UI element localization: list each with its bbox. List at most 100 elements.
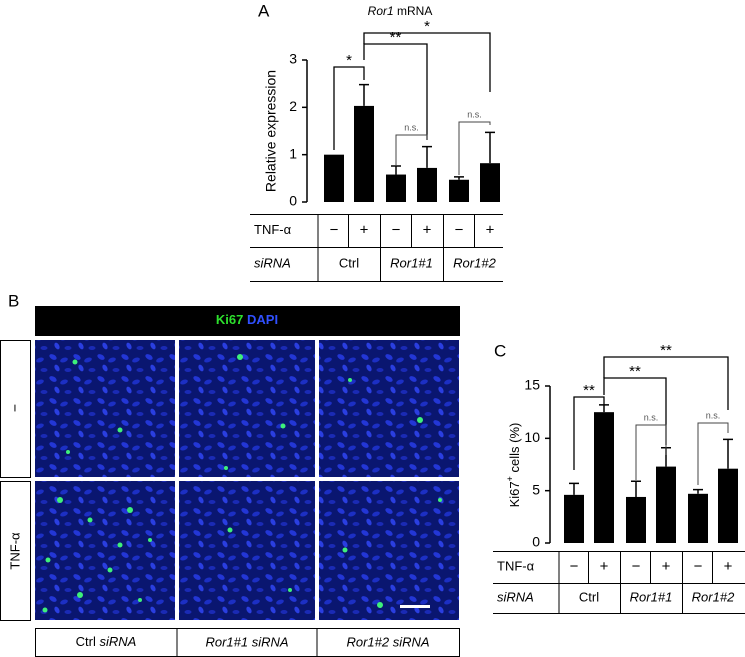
sirna-label: Ctrl bbox=[339, 255, 359, 270]
row-label-box bbox=[0, 340, 31, 478]
bar bbox=[324, 154, 344, 202]
image bbox=[179, 340, 315, 477]
significance-label: n.s. bbox=[404, 122, 419, 132]
significance-bracket bbox=[603, 377, 667, 445]
significance-bracket bbox=[363, 43, 428, 140]
image bbox=[319, 340, 459, 477]
treatment-sign: + bbox=[724, 558, 733, 575]
error-bar bbox=[569, 482, 579, 495]
bar bbox=[386, 174, 406, 202]
column-label-part: siRNA bbox=[100, 634, 137, 649]
significance-label: * bbox=[346, 52, 352, 69]
error-bar bbox=[723, 438, 733, 469]
row-label: − bbox=[7, 404, 23, 412]
column-label-part: Ctrl bbox=[76, 634, 100, 649]
title-part: mRNA bbox=[394, 4, 433, 18]
error-bar bbox=[693, 488, 703, 494]
significance-bracket bbox=[458, 121, 491, 175]
title-part: Ror1 bbox=[368, 4, 394, 18]
significance-bracket bbox=[395, 134, 428, 165]
significance-bracket bbox=[603, 356, 729, 410]
row-label: TNF-α bbox=[7, 532, 22, 570]
significance-label: ** bbox=[629, 363, 641, 380]
bar bbox=[688, 493, 708, 543]
error-bar bbox=[599, 404, 609, 413]
significance-bracket bbox=[363, 32, 491, 92]
bar bbox=[564, 494, 584, 543]
y-tick-label: 1 bbox=[289, 145, 297, 161]
header-bar bbox=[35, 306, 460, 336]
image bbox=[319, 481, 459, 620]
significance-bracket bbox=[573, 396, 605, 470]
treatment-sign: + bbox=[662, 558, 671, 575]
column-label: Ctrl siRNA bbox=[76, 634, 137, 649]
y-tick-label: 5 bbox=[532, 481, 540, 497]
stain-header: Ki67 DAPI bbox=[216, 312, 278, 327]
chart-title: Ror1 mRNA bbox=[368, 4, 433, 18]
treatment-sign: + bbox=[486, 221, 495, 238]
treatment-sign: + bbox=[360, 221, 369, 238]
bar bbox=[449, 179, 469, 202]
column-label: Ror1#2 siRNA bbox=[346, 634, 429, 649]
sirna-label: Ror1#1 bbox=[390, 255, 433, 270]
y-label-part: cells (%) bbox=[507, 423, 522, 476]
error-bar bbox=[631, 480, 641, 497]
panel-label: B bbox=[8, 291, 19, 310]
sirna-label: Ctrl bbox=[579, 589, 599, 604]
treatment-sign: − bbox=[392, 221, 401, 238]
treatment-sign: − bbox=[632, 558, 641, 575]
significance-bracket bbox=[333, 66, 365, 150]
treatment-sign: − bbox=[330, 221, 339, 238]
treatment-sign: + bbox=[423, 221, 432, 238]
row-label-box bbox=[0, 481, 31, 621]
image bbox=[35, 340, 175, 477]
y-tick-label: 15 bbox=[524, 377, 540, 393]
image bbox=[179, 481, 315, 620]
y-tick-label: 3 bbox=[289, 51, 297, 67]
error-bar bbox=[391, 165, 401, 175]
error-bar bbox=[359, 83, 369, 106]
micrographs bbox=[35, 340, 459, 620]
treatment-sign: − bbox=[455, 221, 464, 238]
error-bar bbox=[485, 131, 495, 164]
stain-ki67: Ki67 bbox=[216, 312, 243, 327]
significance-bracket bbox=[697, 422, 729, 485]
y-axis-label: Relative expression bbox=[263, 70, 279, 192]
y-tick-label: 10 bbox=[524, 429, 540, 445]
sirna-label: Ror1#2 bbox=[453, 255, 496, 270]
sirna-label: Ror1#1 bbox=[630, 589, 673, 604]
treatment-sign: − bbox=[570, 558, 579, 575]
significance-label: ** bbox=[390, 29, 402, 46]
bar bbox=[354, 105, 374, 202]
y-tick-label: 0 bbox=[289, 193, 297, 209]
y-label-part: Ki67 bbox=[507, 481, 522, 507]
row-label: siRNA bbox=[497, 589, 534, 604]
significance-bracket bbox=[635, 424, 667, 480]
bar bbox=[417, 167, 437, 202]
bar bbox=[480, 163, 500, 202]
ki67-spots bbox=[42, 354, 442, 613]
y-axis-label: Ki67+ cells (%) bbox=[505, 423, 522, 508]
bar bbox=[656, 466, 676, 543]
significance-label: ** bbox=[583, 382, 595, 399]
row-label: TNF-α bbox=[254, 222, 292, 237]
y-tick-label: 2 bbox=[289, 98, 297, 114]
panel-label: C bbox=[494, 341, 506, 360]
significance-label: n.s. bbox=[706, 410, 721, 420]
treatment-sign: + bbox=[600, 558, 609, 575]
significance-label: n.s. bbox=[644, 412, 659, 422]
column-label: Ror1#1 siRNA bbox=[205, 634, 288, 649]
row-label: siRNA bbox=[254, 255, 291, 270]
scale-bar bbox=[400, 605, 430, 608]
treatment-sign: − bbox=[694, 558, 703, 575]
y-tick-label: 0 bbox=[532, 534, 540, 550]
significance-label: n.s. bbox=[467, 109, 482, 119]
stain-dapi: DAPI bbox=[247, 312, 278, 327]
y-label-part: + bbox=[505, 476, 515, 481]
significance-label: ** bbox=[660, 342, 672, 359]
sirna-label: Ror1#2 bbox=[692, 589, 735, 604]
image bbox=[35, 481, 175, 620]
error-bar bbox=[454, 176, 464, 180]
bar bbox=[594, 412, 614, 543]
